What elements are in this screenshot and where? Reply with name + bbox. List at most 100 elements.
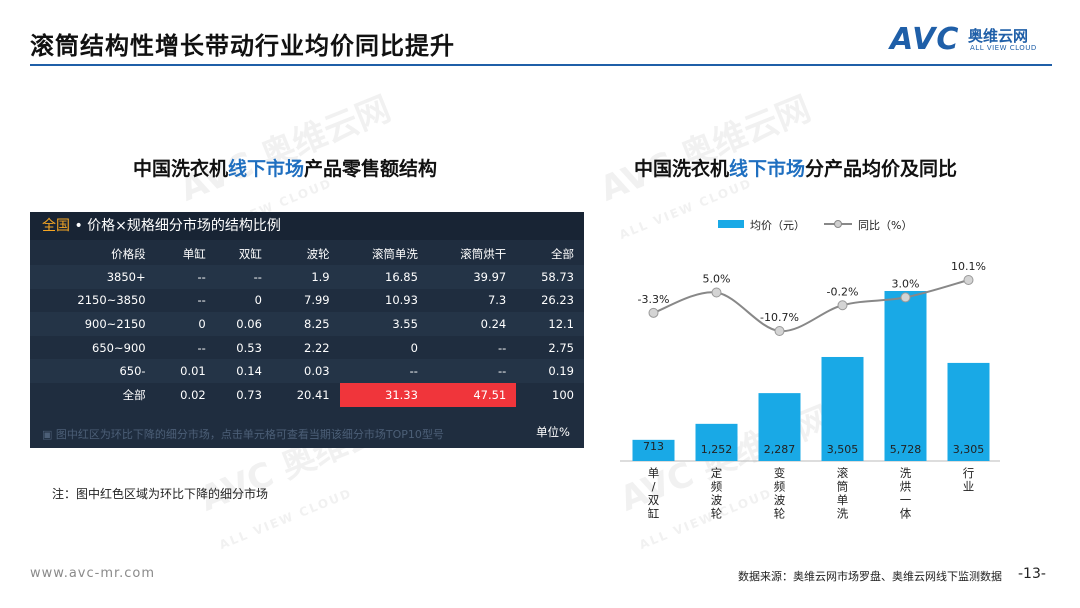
table-header-row: 价格段 单缸 双缸 波轮 滚筒单洗 滚筒烘干 全部: [30, 242, 584, 265]
logo-en-text: ALL VIEW CLOUD: [970, 44, 1037, 52]
table-cell[interactable]: --: [197, 340, 206, 355]
logo-cn-text: 奥维云网: [968, 27, 1029, 45]
bar-label-3: 3,505: [827, 443, 859, 456]
yoy-label-1: 5.0%: [703, 273, 731, 286]
right-title-highlight: 线下市场: [729, 158, 806, 180]
yoy-label-4: 3.0%: [892, 277, 920, 290]
table-cell[interactable]: 3.55: [339, 312, 428, 336]
yoy-point-0: [648, 307, 659, 318]
table-cell[interactable]: 47.51: [427, 382, 517, 407]
table-row: 全部 0.02 0.73 20.41 31.33 47.51 100: [30, 382, 584, 407]
right-section-title: 中国洗衣机线下市场分产品均价及同比: [634, 154, 957, 181]
bar-5: [947, 362, 990, 461]
table-cell[interactable]: 0: [410, 340, 418, 355]
table-cell[interactable]: 0.06: [215, 312, 272, 336]
table-cell[interactable]: 12.1: [516, 312, 584, 336]
table-cell: 3850+: [30, 265, 160, 289]
legend-label-line: 同比（%）: [858, 219, 912, 232]
table-cell[interactable]: 26.23: [541, 293, 574, 308]
bar-3: [821, 356, 864, 461]
table-cell[interactable]: 2.22: [304, 340, 330, 355]
table-cell: 900~2150: [30, 312, 160, 336]
table-cell[interactable]: 20.41: [296, 387, 330, 402]
table-cell[interactable]: --: [497, 340, 507, 355]
table-cell[interactable]: 7.3: [487, 293, 507, 308]
yoy-point-4: [900, 292, 911, 303]
table-cell[interactable]: 0.53: [236, 340, 262, 355]
column-header: 单缸: [182, 246, 206, 261]
panel-header-text: • 价格×规格细分市场的结构比例: [70, 218, 281, 234]
structure-table-panel: 全国 • 价格×规格细分市场的结构比例 价格段 单缸 双缸 波轮 滚筒单洗 滚筒…: [30, 212, 584, 448]
table-cell[interactable]: 16.85: [339, 265, 428, 289]
table-cell[interactable]: 7.99: [304, 293, 330, 308]
table-cell[interactable]: 100: [552, 387, 574, 402]
right-title-pre: 中国洗衣机: [634, 158, 730, 180]
table-cell: 650-: [30, 359, 160, 383]
yoy-point-5: [963, 275, 974, 285]
table-cell[interactable]: 0.14: [215, 359, 272, 383]
bar-label-4: 5,728: [890, 443, 922, 456]
legend-marker-line: [834, 220, 842, 228]
left-title-post: 产品零售额结构: [304, 158, 438, 180]
table-cell[interactable]: 8.25: [271, 312, 340, 336]
table-row: 2150~3850 -- 0 7.99 10.93 7.3 26.23: [30, 289, 584, 313]
table-cell[interactable]: --: [427, 359, 517, 383]
table-cell[interactable]: 2.75: [548, 340, 574, 355]
table-cell[interactable]: 39.97: [427, 265, 517, 289]
category-label-1: 定频波轮: [711, 466, 723, 521]
table-row: 900~2150 0 0.06 8.25 3.55 0.24 12.1: [30, 312, 584, 336]
table-cell[interactable]: 0: [254, 293, 262, 308]
yoy-point-1: [711, 287, 722, 298]
footer-url: www.avc-mr.com: [30, 566, 156, 581]
right-title-post: 分产品均价及同比: [805, 158, 958, 180]
table-cell[interactable]: 1.9: [271, 265, 340, 289]
table-cell[interactable]: --: [215, 265, 272, 289]
table-cell: 全部: [122, 387, 146, 402]
panel-footer-hint: ▣ 图中红区为环比下降的细分市场，点击单元格可查看当期该细分市场TOP10型号: [42, 426, 444, 442]
table-cell[interactable]: 0.73: [236, 387, 262, 402]
bar-label-1: 1,252: [701, 443, 733, 456]
table-cell[interactable]: 0.24: [427, 312, 517, 336]
table-cell[interactable]: 0.02: [180, 387, 206, 402]
bar-4: [884, 291, 927, 461]
column-header: 双缸: [238, 246, 262, 261]
table-cell[interactable]: 31.33: [339, 382, 428, 407]
price-yoy-chart: 均价（元） 同比（%） 713 单/双缸 1,252 定频波轮 2,287 变频波轮 3,505…: [620, 219, 1000, 521]
column-header: 波轮: [306, 246, 330, 261]
left-section-title: 中国洗衣机线下市场产品零售额结构: [133, 154, 437, 181]
left-title-pre: 中国洗衣机: [133, 158, 229, 180]
table-cell[interactable]: --: [197, 293, 206, 308]
data-source: 数据来源：奥维云网市场罗盘、奥维云网线下监测数据: [738, 570, 1002, 583]
category-label-4: 洗烘一体: [900, 466, 912, 521]
table-cell[interactable]: 0.03: [271, 359, 340, 383]
table-cell[interactable]: 10.93: [385, 293, 418, 308]
page-number: -13-: [1018, 566, 1046, 582]
legend-label-bar: 均价（元）: [750, 219, 805, 232]
table-cell[interactable]: 0.01: [159, 359, 216, 383]
logo-mark: AVC: [890, 22, 960, 57]
scope-selector[interactable]: 全国: [42, 218, 70, 234]
column-header: 滚筒烘干: [460, 246, 507, 261]
info-icon: ▣: [42, 428, 53, 441]
yoy-label-2: -10.7%: [760, 311, 799, 324]
table-cell[interactable]: 0.19: [516, 359, 584, 383]
bar-label-5: 3,305: [953, 443, 985, 456]
bar-2: [758, 393, 801, 461]
bar-0: [632, 439, 675, 461]
column-header: 全部: [551, 246, 574, 261]
table-cell[interactable]: 0: [159, 312, 216, 336]
panel-footer-text: 图中红区为环比下降的细分市场，点击单元格可查看当期该细分市场TOP10型号: [55, 428, 444, 441]
structure-table: 价格段 单缸 双缸 波轮 滚筒单洗 滚筒烘干 全部 3850+ -- -- 1.…: [30, 242, 584, 407]
table-cell[interactable]: --: [339, 359, 428, 383]
unit-label: 单位%: [536, 425, 570, 439]
yoy-label-5: 10.1%: [951, 260, 986, 273]
yoy-point-2: [774, 326, 785, 336]
yoy-point-3: [837, 300, 848, 311]
table-cell[interactable]: --: [159, 265, 216, 289]
table-row: 650~900 -- 0.53 2.22 0 -- 2.75: [30, 336, 584, 360]
table-cell[interactable]: 58.73: [516, 265, 584, 289]
table-cell: 650~900: [92, 340, 146, 355]
column-header: 滚筒单洗: [371, 246, 418, 261]
legend-swatch-bar: [718, 220, 744, 228]
page-title: 滚筒结构性增长带动行业均价同比提升: [30, 32, 455, 60]
